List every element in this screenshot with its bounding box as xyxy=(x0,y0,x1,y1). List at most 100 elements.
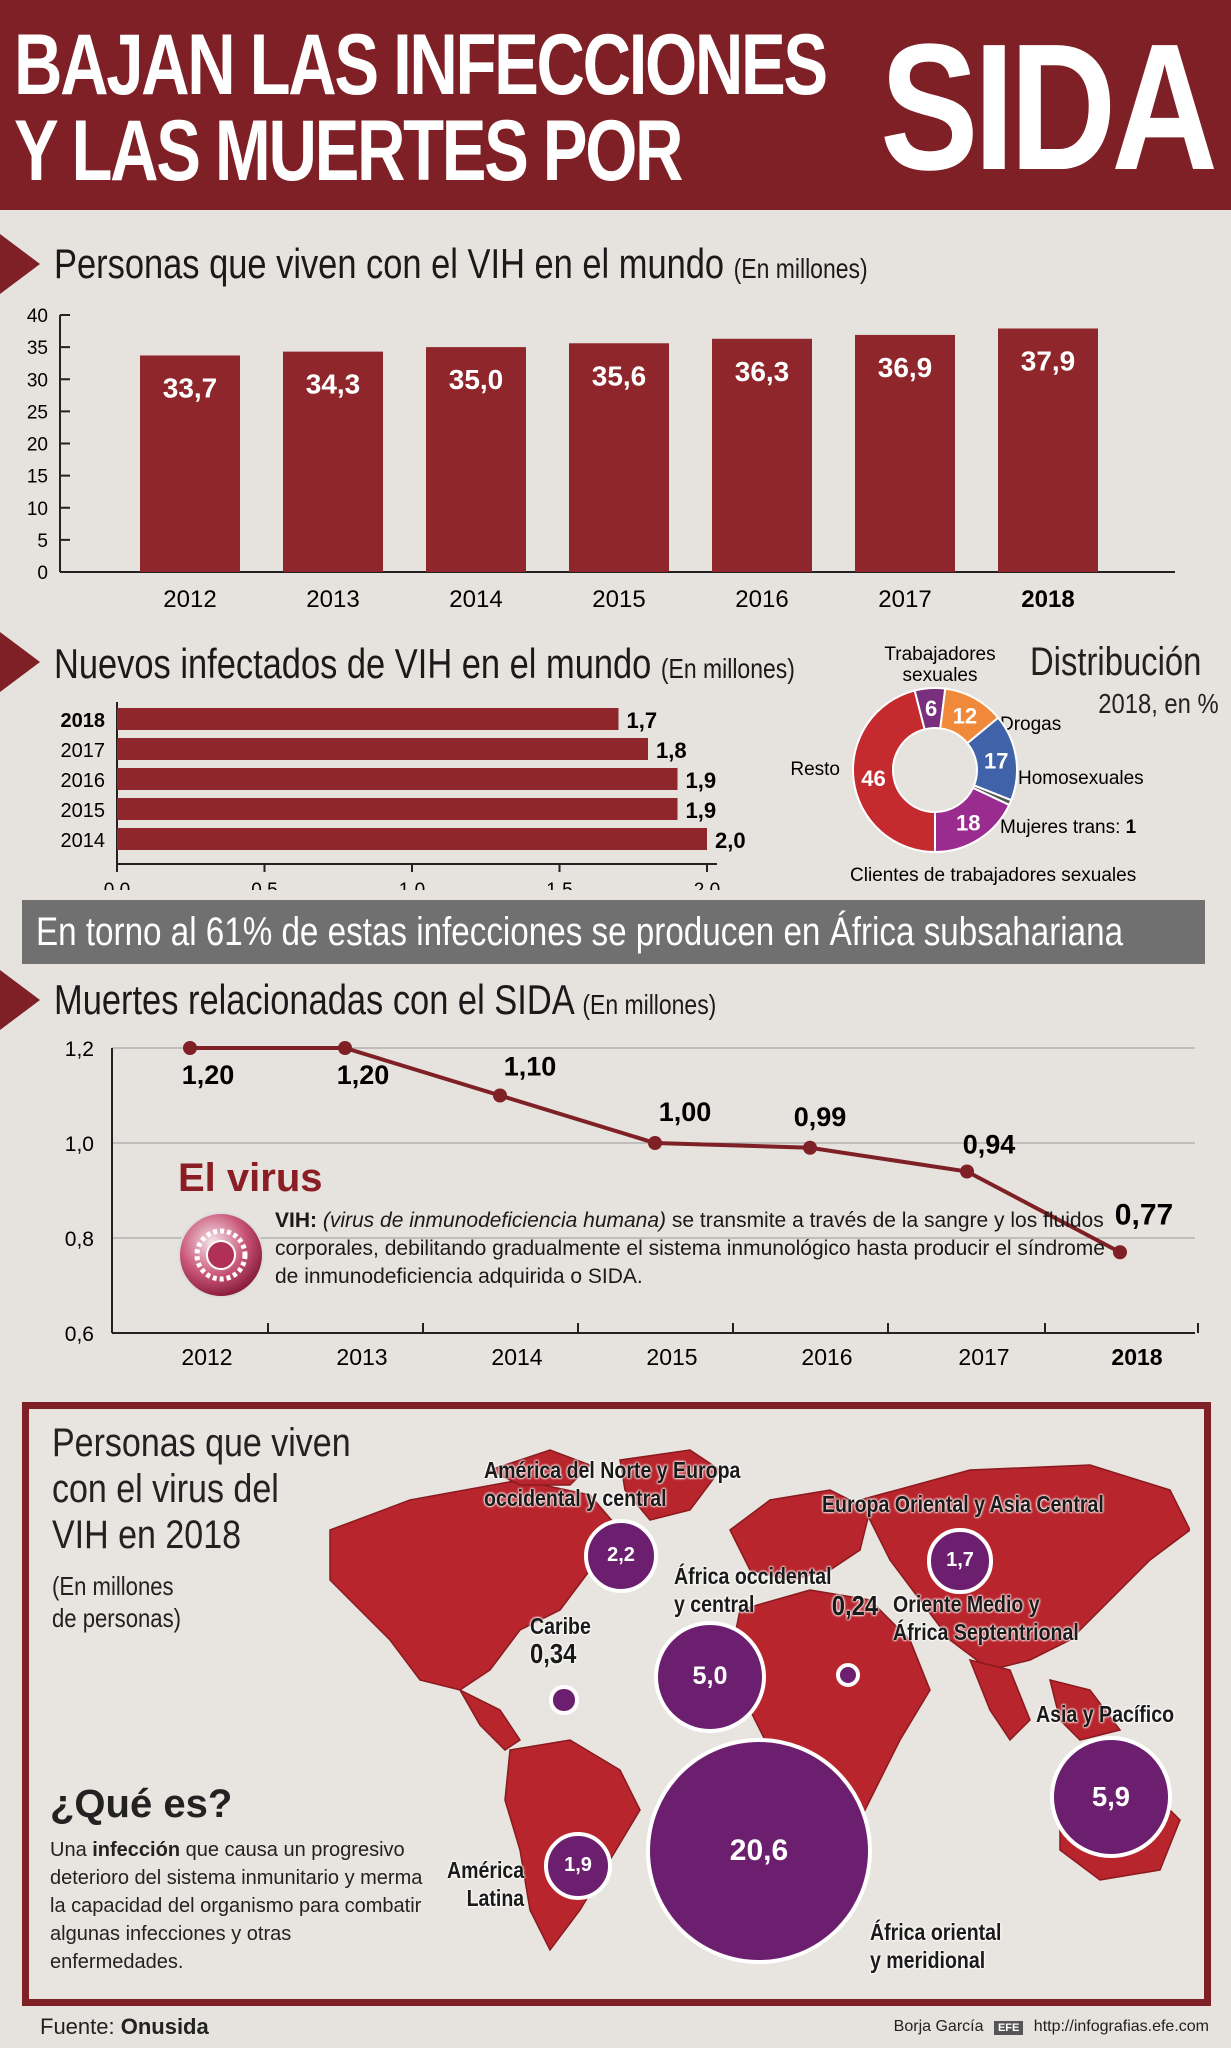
x-tick-label: 2014 xyxy=(491,1344,542,1370)
region-label: Europa Oriental y Asia Central xyxy=(822,1491,1104,1517)
x-tick-label: 2,0 xyxy=(694,880,720,890)
region-label: América del Norte y Europa occidental y c… xyxy=(484,1457,741,1511)
distribution-subtitle: 2018, en % xyxy=(1098,688,1219,719)
bar-value-label: 1,9 xyxy=(686,798,717,823)
footer-source-name: Onusida xyxy=(120,2014,209,2039)
virus-body: se transmite a través de la sangre y los… xyxy=(275,1209,1105,1288)
que-es-bold: infección xyxy=(92,1839,181,1861)
y-tick-label: 1,0 xyxy=(65,1133,94,1156)
virus-icon xyxy=(178,1212,264,1298)
map-title-line3: VIH en 2018 xyxy=(52,1513,242,1557)
bar xyxy=(117,708,619,730)
map-subtitle-line2: de personas) xyxy=(52,1603,182,1633)
footer-source: Fuente: Onusida xyxy=(40,2014,209,2040)
footer-url: http://infografias.efe.com xyxy=(1033,2018,1209,2035)
distribution-title: Distribución xyxy=(1030,640,1202,684)
region-label: 0,24 Oriente Medio y África Septentrional xyxy=(831,1590,1079,1645)
region-label: América Latina xyxy=(447,1857,525,1911)
section1-title: Personas que viven con el VIH en el mund… xyxy=(54,240,868,288)
y-tick-label: 25 xyxy=(27,402,48,423)
region-bubble xyxy=(835,1662,861,1688)
y-tick-label: 0,6 xyxy=(65,1323,94,1346)
point-value-label: 0,77 xyxy=(1115,1198,1173,1231)
map-subtitle-line1: (En millones xyxy=(52,1571,174,1601)
line-point xyxy=(648,1136,662,1150)
que-es-text: Una infección que causa un progresivo de… xyxy=(50,1836,430,1976)
bar-value-label: 35,6 xyxy=(592,360,647,391)
virus-lead: VIH: xyxy=(275,1209,317,1232)
y-tick-label: 15 xyxy=(27,467,48,488)
pie-value-label: 12 xyxy=(953,704,977,729)
pie-value-label: 17 xyxy=(984,748,1008,773)
x-tick-label: 0,0 xyxy=(104,880,130,890)
bar xyxy=(569,343,669,572)
virus-title: El virus xyxy=(178,1156,323,1200)
region-label: Asia y Pacífico xyxy=(1036,1701,1175,1727)
pie-legend-label: Homosexuales xyxy=(1018,768,1144,789)
section-arrow-icon xyxy=(0,234,40,294)
que-es-pre: Una xyxy=(50,1839,93,1861)
x-tick-label: 2016 xyxy=(801,1344,852,1370)
x-tick-label: 2018 xyxy=(1111,1344,1162,1370)
pie-legend-label: Resto xyxy=(790,759,840,780)
x-tick-label: 2012 xyxy=(163,586,216,613)
footer-source-label: Fuente: xyxy=(40,2014,121,2039)
y-tick-label: 2018 xyxy=(61,710,106,732)
line-point xyxy=(960,1164,974,1179)
map-title-line1: Personas que viven xyxy=(52,1421,351,1465)
virus-italic: (virus de inmunodeficiencia humana) xyxy=(322,1209,667,1232)
title-line-1: BAJAN LAS INFECCIONES xyxy=(14,17,828,113)
section2-title-text: Nuevos infectados de VIH en el mundo xyxy=(54,640,652,687)
bar-value-label: 34,3 xyxy=(306,369,361,400)
x-tick-label: 2018 xyxy=(1021,586,1074,613)
region-value-label: 0,24 xyxy=(831,1590,879,1621)
point-value-label: 1,20 xyxy=(182,1060,235,1090)
point-value-label: 0,94 xyxy=(963,1130,1016,1160)
africa-banner: En torno al 61% de estas infecciones se … xyxy=(22,900,1205,964)
x-tick-label: 1,0 xyxy=(399,880,425,890)
y-tick-label: 10 xyxy=(27,499,48,520)
new-infections-bar-chart: 0,0 0,5 1,0 1,5 2,0 2018 1,7 2017 1,8 2016 1,9 2015… xyxy=(61,702,746,890)
region-label: África oriental y meridional xyxy=(870,1919,1002,1973)
que-es-body: que causa un progresivo deterioro del si… xyxy=(50,1839,423,1973)
y-tick-label: 5 xyxy=(37,531,48,552)
y-tick-label: 0,8 xyxy=(65,1228,94,1251)
line-point xyxy=(1113,1245,1127,1260)
y-tick-label: 2015 xyxy=(61,800,106,822)
map-title-line2: con el virus del xyxy=(52,1467,279,1511)
x-tick-label: 2013 xyxy=(336,1344,387,1370)
point-value-label: 1,10 xyxy=(504,1052,557,1082)
pie-legend-label: sexuales xyxy=(903,665,978,686)
bar-value-label: 35,0 xyxy=(449,364,504,395)
section3-unit: (En millones) xyxy=(582,989,717,1020)
x-tick-label: 2015 xyxy=(646,1344,697,1370)
pie-value-label: 6 xyxy=(925,696,937,721)
x-tick-label: 2013 xyxy=(306,586,359,613)
section2-unit: (En millones) xyxy=(660,653,795,684)
pie-legend-label: Mujeres trans: 1 xyxy=(1000,817,1137,838)
point-value-label: 0,99 xyxy=(794,1102,847,1132)
y-tick-label: 35 xyxy=(27,338,48,359)
header-banner: BAJAN LAS INFECCIONES Y LAS MUERTES POR … xyxy=(0,0,1231,210)
bar xyxy=(998,328,1098,572)
line-point xyxy=(493,1088,507,1103)
region-bubble: 5,9 xyxy=(1050,1736,1172,1858)
que-es-title: ¿Qué es? xyxy=(50,1782,233,1826)
line-point xyxy=(803,1140,817,1155)
bar xyxy=(712,338,812,572)
region-bubble xyxy=(549,1685,579,1715)
section1-title-text: Personas que viven con el VIH en el mund… xyxy=(54,240,725,287)
y-tick-label: 2017 xyxy=(61,740,106,762)
region-label: Caribe 0,34 xyxy=(530,1613,591,1669)
bar xyxy=(117,798,678,820)
section2-title: Nuevos infectados de VIH en el mundo (En… xyxy=(54,640,795,688)
section3-title: Muertes relacionadas con el SIDA (En mil… xyxy=(54,976,716,1024)
point-value-label: 1,00 xyxy=(659,1097,712,1127)
line-point xyxy=(338,1041,352,1055)
pie-value-label: 46 xyxy=(861,766,885,791)
region-bubble: 2,2 xyxy=(583,1518,659,1594)
footer-author: Borja García xyxy=(893,2018,984,2035)
bar-value-label: 37,9 xyxy=(1021,345,1076,376)
living-with-hiv-bar-chart: 0 5 10 15 20 25 30 35 40 33,7 2012 34,3 2013 35,0 2014… xyxy=(27,306,1175,613)
